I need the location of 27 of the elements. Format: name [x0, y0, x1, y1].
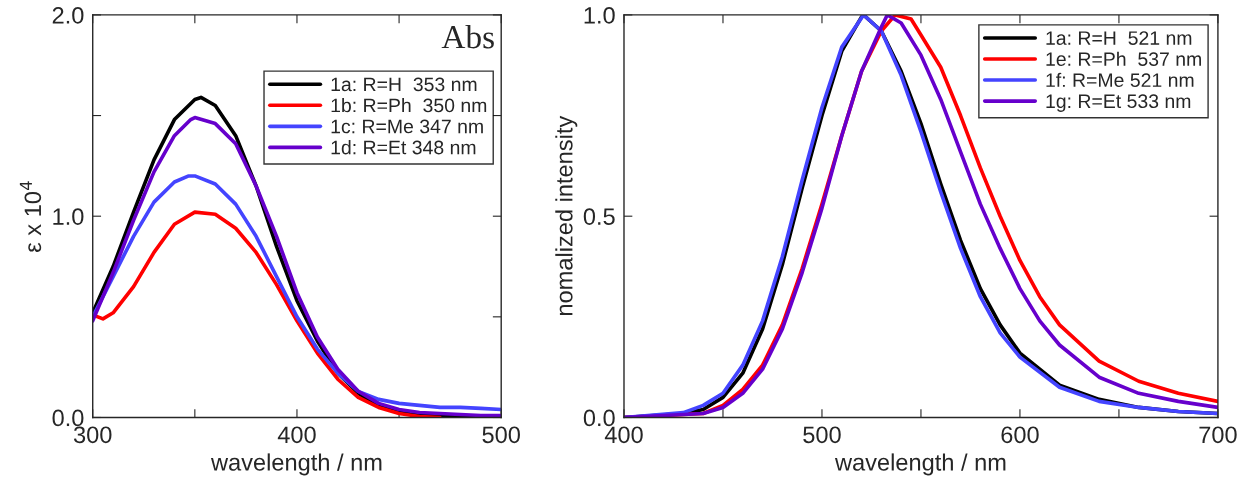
y-tick-label: 1.0	[584, 6, 615, 24]
legend-label: 1d: R=Et 348 nm	[331, 140, 476, 155]
y-tick-label: 0.0	[583, 409, 615, 427]
x-tick-label: 700	[1199, 426, 1237, 444]
legend-label: 1c: R=Me 347 nm	[331, 119, 483, 134]
y-tick-label: 0.0	[52, 409, 84, 427]
x-tick-label: 400	[277, 426, 316, 444]
x-tick-label: 300	[73, 426, 112, 444]
x-tick-label: 600	[1001, 426, 1039, 444]
y-tick-label: 0.5	[583, 208, 615, 225]
y-axis-title: nomalized intensity	[555, 115, 578, 316]
x-tick-label: 500	[482, 426, 520, 444]
y-tick-label: 1.0	[53, 208, 84, 225]
legend-label: 1a: R=H 521 nm	[1046, 31, 1192, 45]
y-axis-title: ε x 10$^{4}$	[19, 181, 42, 252]
x-axis-title: wavelength / nm	[210, 453, 382, 476]
legend-label: 1g: R=Et 533 nm	[1046, 94, 1191, 112]
legend-label: 1a: R=H 353 nm	[331, 77, 477, 92]
legend-label: 1f: R=Me 521 nm	[1046, 72, 1194, 88]
annotation: Abs	[441, 24, 494, 49]
x-tick-label: 500	[803, 426, 841, 444]
legend-label: 1e: R=Ph 537 nm	[1046, 51, 1201, 66]
legend-label: 1b: R=Ph 350 nm	[331, 98, 487, 113]
x-axis-title: wavelength / nm	[834, 453, 1006, 476]
y-tick-label: 2.0	[52, 6, 84, 24]
x-tick-label: 400	[604, 426, 643, 444]
line-series	[623, 14, 1218, 418]
